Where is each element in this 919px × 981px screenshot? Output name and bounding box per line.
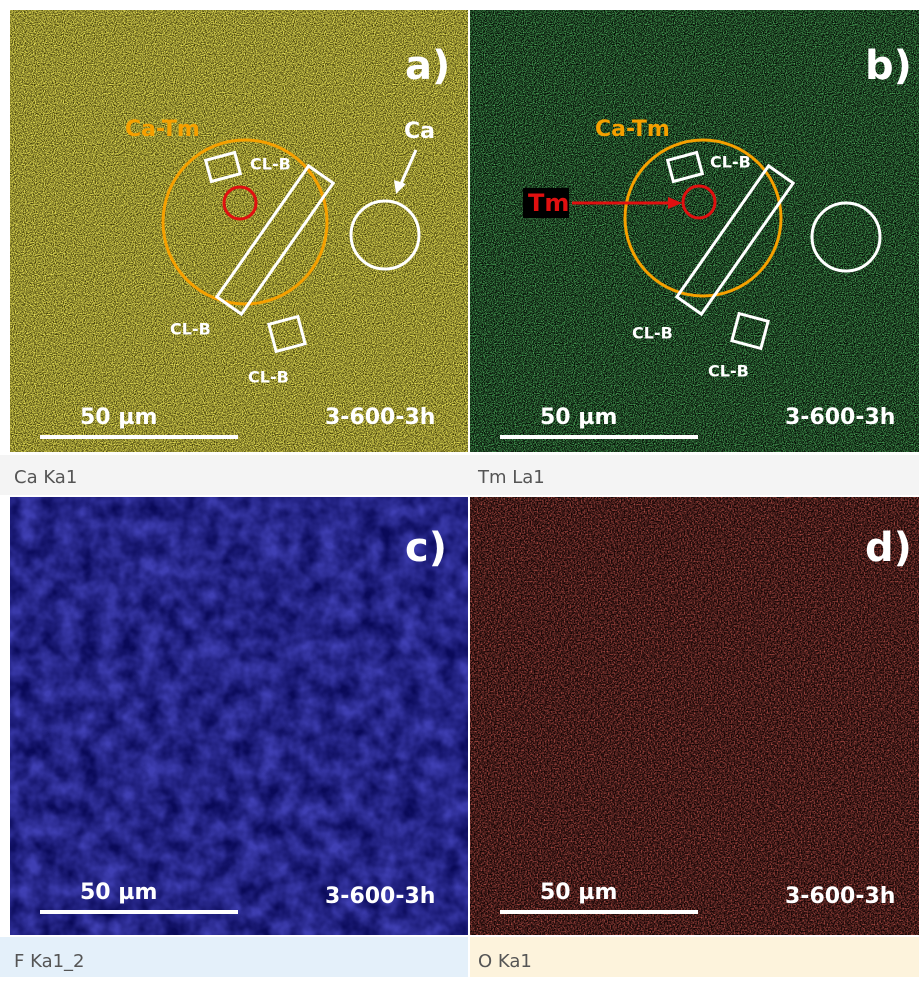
scale-label: 50 µm	[540, 405, 617, 430]
caption-strip	[470, 937, 919, 977]
caption: Ca Ka1	[14, 467, 77, 488]
sample-label: 3-600-3h	[325, 405, 435, 430]
annotation: CL-B	[708, 362, 749, 381]
panel-label: c)	[405, 525, 447, 571]
annotation: Ca	[404, 119, 435, 144]
sample-label: 3-600-3h	[785, 884, 895, 909]
sample-label: 3-600-3h	[785, 405, 895, 430]
caption: F Ka1_2	[14, 951, 85, 972]
scale-label: 50 µm	[540, 880, 617, 905]
annotation: CL-B	[710, 153, 751, 172]
annotation: CL-B	[632, 324, 673, 343]
f-map	[10, 497, 468, 935]
caption: O Ka1	[478, 951, 532, 972]
annotation: CL-B	[248, 368, 289, 387]
caption: Tm La1	[477, 467, 545, 488]
panel-label: a)	[405, 43, 450, 89]
sample-label: 3-600-3h	[325, 884, 435, 909]
panel-label: b)	[865, 43, 912, 89]
annotation: CL-B	[170, 320, 211, 339]
figure: a) Ca-Tm CL-B CL-B CL-B Ca 50 µm 3-600-3…	[0, 0, 919, 977]
ca-map	[10, 10, 468, 452]
tm-map	[470, 10, 919, 452]
annotation: Tm	[528, 189, 569, 217]
annotation: Ca-Tm	[125, 117, 200, 142]
caption-strip	[0, 455, 919, 495]
scale-label: 50 µm	[80, 405, 157, 430]
page: a) Ca-Tm CL-B CL-B CL-B Ca 50 µm 3-600-3…	[0, 0, 919, 977]
o-map	[470, 497, 919, 935]
panel-label: d)	[865, 525, 912, 571]
annotation: Ca-Tm	[595, 117, 670, 142]
annotation: CL-B	[250, 155, 291, 174]
scale-label: 50 µm	[80, 880, 157, 905]
